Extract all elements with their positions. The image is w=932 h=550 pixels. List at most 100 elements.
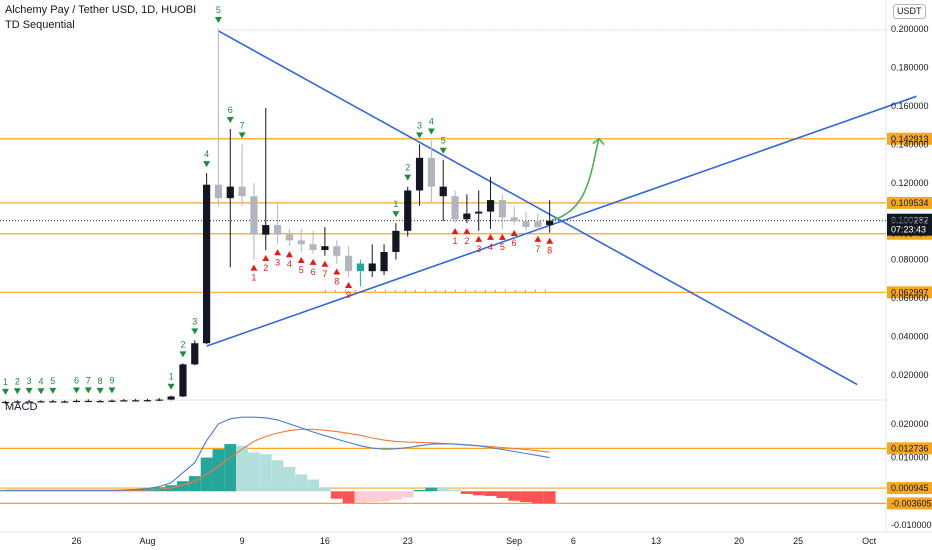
td-sell-triangle [510, 230, 518, 237]
time-tick-label: 16 [320, 536, 330, 546]
td-buy-triangle [392, 211, 400, 218]
candle-body [13, 401, 21, 403]
td-buy-count: 2 [15, 376, 20, 386]
symbol-title: Alchemy Pay / Tether USD, 1D, HUOBI [5, 4, 197, 16]
td-buy-triangle [72, 387, 80, 394]
candle-body [392, 230, 400, 252]
candle-body [96, 401, 104, 403]
price-tick-label: 0.100000 [891, 216, 929, 226]
td-sell-triangle [321, 260, 329, 267]
td-buy-count: 5 [441, 136, 446, 146]
td-buy-count: 1 [393, 199, 398, 209]
td-sell-triangle [498, 233, 506, 240]
macd-histogram-bar [283, 467, 296, 492]
td-buy-count: 9 [109, 376, 114, 386]
candle-body [285, 234, 294, 241]
candle-body [250, 196, 258, 235]
price-tick-label: 0.060000 [891, 293, 929, 303]
td-sell-count: 1 [251, 273, 256, 283]
td-buy-triangle [179, 351, 187, 358]
price-level-tag [887, 286, 932, 299]
candle-body [344, 255, 353, 272]
price-level-label: 0.142913 [891, 134, 929, 144]
price-level-label: 0.062997 [891, 287, 929, 297]
price-tick-label: 0.200000 [891, 24, 929, 34]
td-buy-count: 3 [27, 376, 32, 386]
candle-body [510, 217, 518, 222]
candle-body [262, 225, 270, 235]
candle-body [84, 400, 92, 403]
macd-histogram-bar [212, 449, 225, 492]
td-buy-triangle [2, 388, 9, 395]
candle-body [522, 221, 530, 227]
td-buy-count: 6 [74, 376, 79, 386]
price-tick-label: 0.180000 [891, 62, 929, 72]
td-buy-triangle [167, 383, 175, 390]
td-buy-triangle [404, 174, 412, 181]
td-sell-triangle [297, 256, 305, 263]
td-sell-triangle [309, 258, 317, 265]
candle-body [203, 184, 211, 344]
macd-histogram-bar [378, 491, 390, 502]
td-buy-triangle [238, 132, 246, 139]
currency-badge[interactable]: USDT [893, 4, 926, 19]
td-sell-count: 4 [488, 242, 493, 252]
td-buy-count: 1 [3, 377, 8, 387]
td-buy-count: 5 [50, 376, 55, 386]
td-sell-count: 1 [453, 236, 458, 246]
macd-histogram-bar [224, 444, 237, 492]
td-sell-triangle [345, 281, 353, 288]
td-buy-count: 2 [405, 163, 410, 173]
td-sell-count: 2 [464, 236, 469, 246]
price-tick-label: 0.040000 [891, 332, 929, 342]
macd-histogram-bar [236, 445, 248, 492]
macd-histogram-bar [389, 491, 402, 500]
macd-histogram-bar [413, 489, 426, 492]
time-tick-label: Oct [862, 536, 877, 546]
macd-tick-label: 0.020000 [891, 419, 929, 429]
candle-body [120, 400, 128, 402]
candles [1, 29, 554, 404]
td-sell-count: 9 [346, 290, 351, 300]
forecast-arrow-head [592, 137, 605, 146]
macd-histogram-bar [259, 454, 272, 492]
candle-body [191, 343, 199, 365]
candle-body [463, 213, 471, 220]
candle-body [451, 196, 459, 220]
td-buy-triangle [49, 387, 57, 394]
td-buy-count: 7 [240, 120, 245, 130]
macd-histogram-bar [531, 491, 544, 504]
candle-body [226, 186, 234, 199]
td-sell-triangle [534, 235, 542, 242]
macd-histogram-bar [437, 487, 450, 492]
candle-body [534, 221, 542, 227]
td-buy-count: 4 [38, 376, 43, 386]
td-sell-count: 8 [334, 276, 339, 286]
candle-body [37, 401, 45, 403]
candle-body [179, 364, 187, 397]
macd-histogram-bar [496, 491, 509, 498]
time-tick-label: 13 [651, 536, 661, 546]
time-tick-label: 20 [734, 536, 744, 546]
time-tick-label: 26 [71, 536, 81, 546]
macd-histogram-bar [319, 487, 331, 492]
macd-histogram-bar [342, 491, 355, 504]
candle-body [380, 251, 388, 272]
candle-body [333, 246, 341, 256]
td-buy-triangle [96, 387, 104, 394]
macd-histogram-bar [366, 491, 379, 503]
candle-body [238, 186, 246, 197]
macd-histogram-bar [460, 491, 473, 494]
td-sell-count: 7 [322, 269, 327, 279]
td-buy-count: 3 [192, 316, 197, 326]
td-sell-triangle [487, 233, 495, 240]
td-buy-count: 4 [204, 149, 209, 159]
macd-histogram-bar [271, 460, 284, 492]
td-sell-triangle [546, 237, 554, 244]
macd-pane [0, 416, 556, 504]
td-buy-triangle [191, 328, 199, 335]
td-buy-triangle [84, 387, 92, 394]
td-buy-triangle [37, 388, 45, 395]
candle-body [321, 246, 329, 251]
